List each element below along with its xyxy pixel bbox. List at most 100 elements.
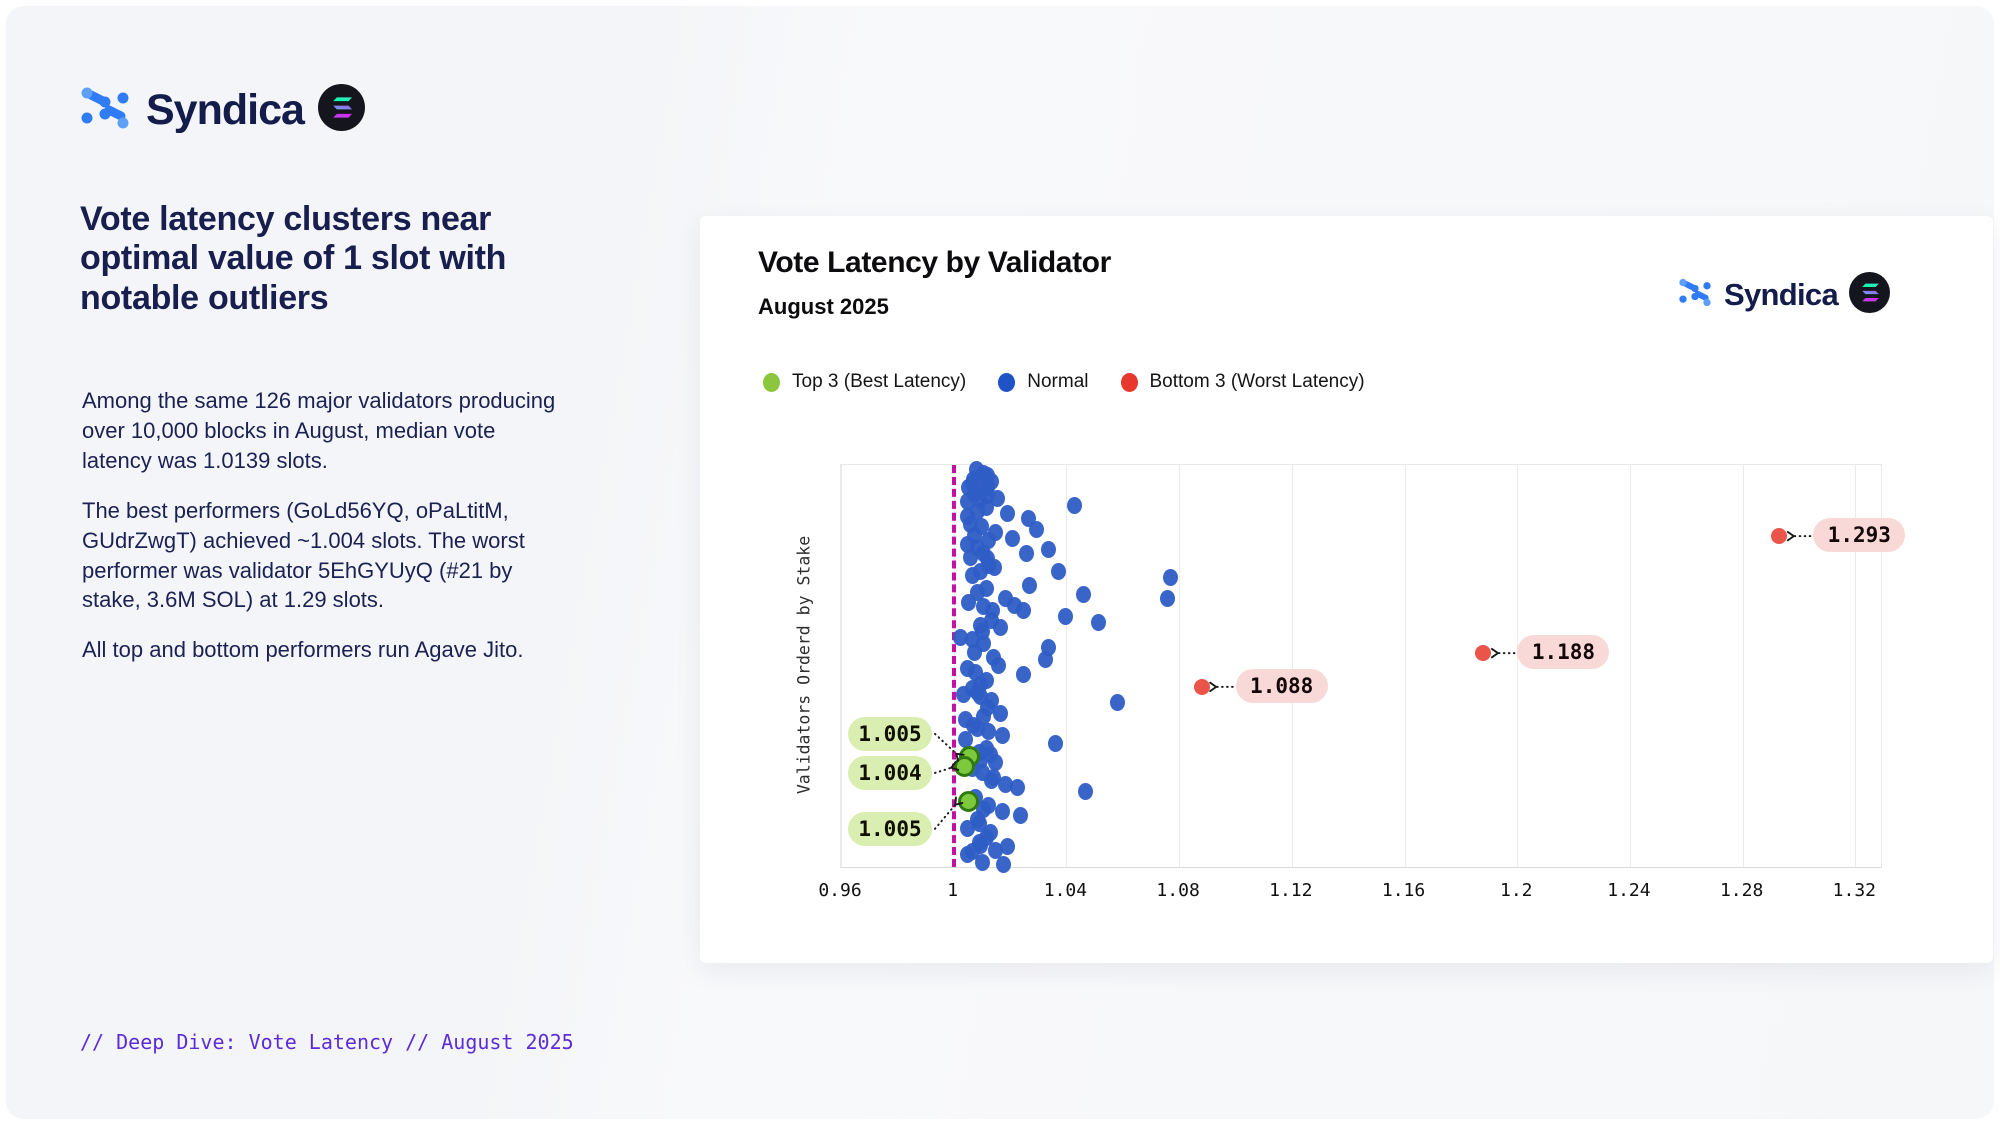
- scatter-point: [987, 559, 1003, 577]
- chart-legend: Top 3 (Best Latency) Normal Bottom 3 (Wo…: [763, 371, 1365, 393]
- page-title: Vote latency clusters near optimal value…: [80, 200, 507, 317]
- gridline: [1629, 465, 1631, 867]
- legend-item: Normal: [998, 371, 1089, 393]
- scatter-point: [975, 853, 991, 871]
- scatter-point: [1000, 838, 1016, 856]
- scatter-point: [1163, 569, 1179, 587]
- legend-dot-icon: [1120, 372, 1138, 392]
- scatter-point: [1022, 576, 1038, 594]
- gridline: [1291, 465, 1293, 867]
- syndica-wordmark: Syndica: [1724, 277, 1839, 312]
- scatter-point: [1038, 651, 1054, 669]
- scatter-point-bottom3: [1475, 645, 1492, 662]
- scatter-point: [964, 567, 980, 585]
- y-axis-label: Validators Orderd by Stake: [794, 535, 814, 795]
- scatter-point: [1160, 589, 1176, 607]
- footer-tag: // Deep Dive: Vote Latency // August 202…: [80, 1030, 574, 1054]
- scatter-point: [1041, 541, 1057, 559]
- legend-dot-icon: [998, 372, 1016, 392]
- legend-label: Bottom 3 (Worst Latency): [1149, 371, 1365, 392]
- scatter-point: [1109, 694, 1125, 712]
- solana-logo: [1849, 272, 1890, 318]
- gridline: [1066, 465, 1068, 867]
- scatter-point: [996, 856, 1012, 874]
- reference-line: [951, 465, 956, 867]
- syndica-wordmark: Syndica: [146, 85, 305, 134]
- legend-item: Bottom 3 (Worst Latency): [1120, 371, 1365, 393]
- scatter-point: [958, 731, 974, 749]
- scatter-point: [981, 532, 997, 550]
- scatter-point: [1067, 496, 1083, 514]
- x-tick-label: 1.04: [1043, 880, 1088, 901]
- scatter-point: [1010, 779, 1026, 797]
- x-tick-label: 1.28: [1719, 880, 1764, 901]
- performers-paragraph: The best performers (GoLd56YQ, oPaLtitM,…: [82, 497, 525, 613]
- card-brand: Syndica: [1677, 272, 1890, 318]
- callout-pill: 1.005: [848, 716, 932, 751]
- x-tick-label: 1.16: [1381, 880, 1426, 901]
- scatter-point: [991, 656, 1006, 674]
- scatter-point: [998, 776, 1014, 794]
- scatter-point: [1051, 563, 1067, 581]
- x-tick-label: 1.08: [1156, 880, 1200, 901]
- callout-pill: 1.004: [848, 755, 932, 790]
- scatter-point: [971, 814, 987, 832]
- x-tick-label: 1.12: [1269, 880, 1313, 901]
- solana-logo: [317, 84, 365, 136]
- scatter-point: [1029, 521, 1045, 539]
- legend-item: Top 3 (Best Latency): [763, 371, 966, 393]
- scatter-point: [1090, 614, 1106, 632]
- scatter-point-bottom3: [1771, 528, 1788, 545]
- scatter-point: [989, 489, 1005, 507]
- callout-pill: 1.005: [848, 811, 932, 846]
- gridline: [1404, 465, 1406, 867]
- scatter-point: [1016, 602, 1032, 620]
- syndica-logo-icon: [78, 85, 132, 136]
- chart-title: Vote Latency by Validator: [758, 246, 1111, 279]
- scatter-point: [1019, 544, 1035, 562]
- chart-card: Vote Latency by Validator August 2025: [700, 216, 1993, 963]
- x-tick-label: 1.24: [1607, 880, 1651, 901]
- scatter-point: [953, 628, 969, 646]
- scatter-point: [1057, 608, 1073, 626]
- scatter-point: [1005, 529, 1021, 547]
- scatter-point: [960, 846, 976, 864]
- header-brand: Syndica: [78, 84, 365, 136]
- scatter-point: [994, 726, 1010, 744]
- x-tick-label: 1: [947, 880, 959, 901]
- callout-pill: 1.293: [1813, 518, 1906, 553]
- scatter-point: [1012, 806, 1028, 824]
- callout-pill: 1.088: [1235, 668, 1328, 703]
- scatter-point: [999, 505, 1015, 523]
- scatter-point: [1047, 734, 1063, 752]
- scatter-point: [960, 819, 976, 837]
- legend-label: Top 3 (Best Latency): [792, 371, 967, 392]
- legend-dot-icon: [763, 372, 780, 392]
- scatter-point: [988, 841, 1004, 859]
- chart-subtitle: August 2025: [758, 294, 889, 319]
- legend-label: Normal: [1027, 371, 1089, 392]
- scatter-point: [1075, 586, 1091, 604]
- x-tick-label: 1.2: [1499, 880, 1533, 901]
- scatter-point: [988, 754, 1004, 772]
- intro-paragraph: Among the same 126 major validators prod…: [82, 388, 556, 473]
- x-tick-label: 0.96: [818, 880, 862, 901]
- scatter-point: [992, 618, 1008, 636]
- scatter-point: [963, 549, 979, 567]
- gridline: [1517, 465, 1519, 867]
- summary-text: Among the same 126 major validators prod…: [82, 386, 564, 685]
- gridline: [1179, 465, 1181, 867]
- scatter-point: [961, 594, 977, 612]
- scatter-point: [994, 803, 1010, 821]
- gridline: [1855, 465, 1857, 867]
- callout-pill: 1.188: [1517, 635, 1610, 670]
- scatter-point: [992, 704, 1008, 722]
- gridline: [841, 465, 842, 867]
- syndica-logo-icon: [1677, 277, 1713, 313]
- scatter-plot: 1.005 1.004 1.005 1.088 1.188 1.293: [840, 461, 1906, 874]
- callout-arrow: [934, 761, 960, 774]
- gridline: [1742, 465, 1744, 867]
- scatter-point: [1016, 666, 1032, 684]
- scatter-point-top3: [958, 790, 980, 812]
